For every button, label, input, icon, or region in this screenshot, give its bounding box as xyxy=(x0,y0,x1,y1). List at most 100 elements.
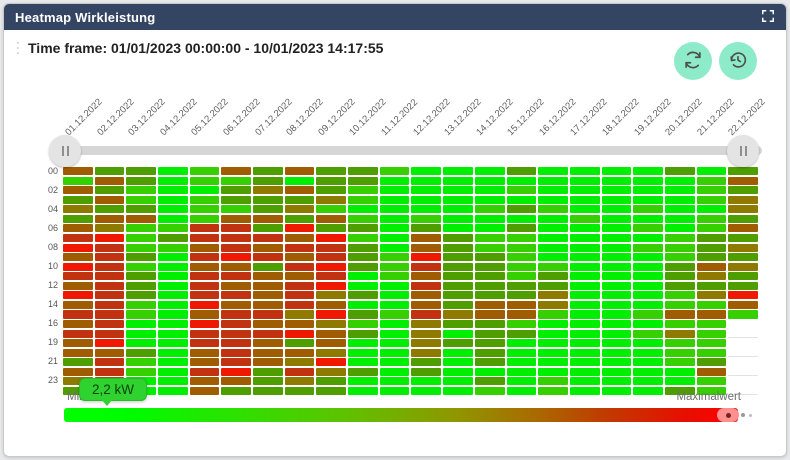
heatmap-cell[interactable] xyxy=(316,377,347,386)
heatmap-cell[interactable] xyxy=(189,224,220,233)
heatmap-cell[interactable] xyxy=(411,195,442,204)
heatmap-cell[interactable] xyxy=(443,243,473,252)
heatmap-cell[interactable] xyxy=(253,329,283,338)
heatmap-cell[interactable] xyxy=(158,320,188,329)
heatmap-cell[interactable] xyxy=(284,186,315,195)
heatmap-cell[interactable] xyxy=(221,205,252,214)
heatmap-cell[interactable] xyxy=(94,310,125,319)
heatmap-cell[interactable] xyxy=(126,329,157,338)
heatmap-cell[interactable] xyxy=(633,358,663,367)
heatmap-cell[interactable] xyxy=(94,233,125,242)
heatmap-cell[interactable] xyxy=(158,329,188,338)
heatmap-cell[interactable] xyxy=(348,377,378,386)
heatmap-cell[interactable] xyxy=(221,186,252,195)
heatmap-cell[interactable] xyxy=(664,367,695,376)
heatmap-cell[interactable] xyxy=(126,224,157,233)
heatmap-cell[interactable] xyxy=(538,310,568,319)
heatmap-cell[interactable] xyxy=(189,272,220,281)
heatmap-cell[interactable] xyxy=(158,386,188,395)
heatmap-cell[interactable] xyxy=(379,358,410,367)
heatmap-cell[interactable] xyxy=(316,339,347,348)
heatmap-cell[interactable] xyxy=(569,205,600,214)
heatmap-cell[interactable] xyxy=(284,243,315,252)
heatmap-cell[interactable] xyxy=(316,253,347,262)
heatmap-cell[interactable] xyxy=(63,329,93,338)
heatmap-cell[interactable] xyxy=(443,262,473,271)
heatmap-cell[interactable] xyxy=(189,320,220,329)
heatmap-cell[interactable] xyxy=(379,320,410,329)
heatmap-cell[interactable] xyxy=(633,224,663,233)
heatmap-cell[interactable] xyxy=(94,167,125,176)
heatmap-cell[interactable] xyxy=(633,195,663,204)
heatmap-cell[interactable] xyxy=(474,262,505,271)
heatmap-cell[interactable] xyxy=(474,195,505,204)
heatmap-cell[interactable] xyxy=(664,186,695,195)
heatmap-cell[interactable] xyxy=(63,281,93,290)
heatmap-cell[interactable] xyxy=(601,329,632,338)
heatmap-cell[interactable] xyxy=(569,186,600,195)
heatmap-cell[interactable] xyxy=(221,358,252,367)
heatmap-cell[interactable] xyxy=(284,291,315,300)
heatmap-cell[interactable] xyxy=(189,233,220,242)
heatmap-cell[interactable] xyxy=(728,233,758,242)
heatmap-cell[interactable] xyxy=(538,205,568,214)
heatmap-cell[interactable] xyxy=(158,262,188,271)
heatmap-cell[interactable] xyxy=(126,281,157,290)
heatmap-cell[interactable] xyxy=(601,358,632,367)
heatmap-cell[interactable] xyxy=(348,253,378,262)
heatmap-cell[interactable] xyxy=(253,300,283,309)
heatmap-cell[interactable] xyxy=(253,186,283,195)
heatmap-cell[interactable] xyxy=(443,300,473,309)
heatmap-cell[interactable] xyxy=(189,167,220,176)
heatmap-cell[interactable] xyxy=(348,310,378,319)
heatmap-cell[interactable] xyxy=(474,377,505,386)
heatmap-cell[interactable] xyxy=(126,291,157,300)
heatmap-cell[interactable] xyxy=(411,262,442,271)
heatmap-cell[interactable] xyxy=(316,176,347,185)
heatmap-cell[interactable] xyxy=(443,377,473,386)
heatmap-cell[interactable] xyxy=(63,224,93,233)
heatmap-cell[interactable] xyxy=(506,186,537,195)
heatmap-cell[interactable] xyxy=(601,253,632,262)
heatmap-cell[interactable] xyxy=(158,377,188,386)
heatmap-cell[interactable] xyxy=(538,386,568,395)
heatmap-cell[interactable] xyxy=(189,205,220,214)
heatmap-cell[interactable] xyxy=(664,281,695,290)
heatmap-cell[interactable] xyxy=(696,377,727,386)
heatmap-cell[interactable] xyxy=(633,167,663,176)
heatmap-cell[interactable] xyxy=(348,205,378,214)
heatmap-cell[interactable] xyxy=(443,367,473,376)
heatmap-cell[interactable] xyxy=(411,224,442,233)
heatmap-cell[interactable] xyxy=(569,300,600,309)
heatmap-cell[interactable] xyxy=(189,367,220,376)
heatmap-cell[interactable] xyxy=(126,214,157,223)
heatmap-cell[interactable] xyxy=(569,214,600,223)
heatmap-cell[interactable] xyxy=(348,320,378,329)
heatmap-cell[interactable] xyxy=(696,214,727,223)
heatmap-cell[interactable] xyxy=(538,224,568,233)
heatmap-cell[interactable] xyxy=(474,205,505,214)
heatmap-cell[interactable] xyxy=(601,195,632,204)
heatmap-cell[interactable] xyxy=(411,186,442,195)
heatmap-cell[interactable] xyxy=(474,233,505,242)
heatmap-cell[interactable] xyxy=(63,367,93,376)
heatmap-cell[interactable] xyxy=(728,262,758,271)
heatmap-cell[interactable] xyxy=(348,214,378,223)
heatmap-cell[interactable] xyxy=(474,214,505,223)
heatmap-cell[interactable] xyxy=(474,367,505,376)
heatmap-cell[interactable] xyxy=(379,262,410,271)
heatmap-cell[interactable] xyxy=(221,281,252,290)
heatmap-cell[interactable] xyxy=(506,320,537,329)
heatmap-cell[interactable] xyxy=(696,358,727,367)
heatmap-cell[interactable] xyxy=(601,377,632,386)
heatmap-cell[interactable] xyxy=(284,195,315,204)
heatmap-cell[interactable] xyxy=(253,167,283,176)
heatmap-cell[interactable] xyxy=(253,339,283,348)
heatmap-cell[interactable] xyxy=(348,243,378,252)
heatmap-cell[interactable] xyxy=(696,176,727,185)
heatmap-cell[interactable] xyxy=(94,224,125,233)
heatmap-cell[interactable] xyxy=(506,233,537,242)
heatmap-cell[interactable] xyxy=(126,358,157,367)
heatmap-cell[interactable] xyxy=(348,291,378,300)
heatmap-cell[interactable] xyxy=(63,310,93,319)
